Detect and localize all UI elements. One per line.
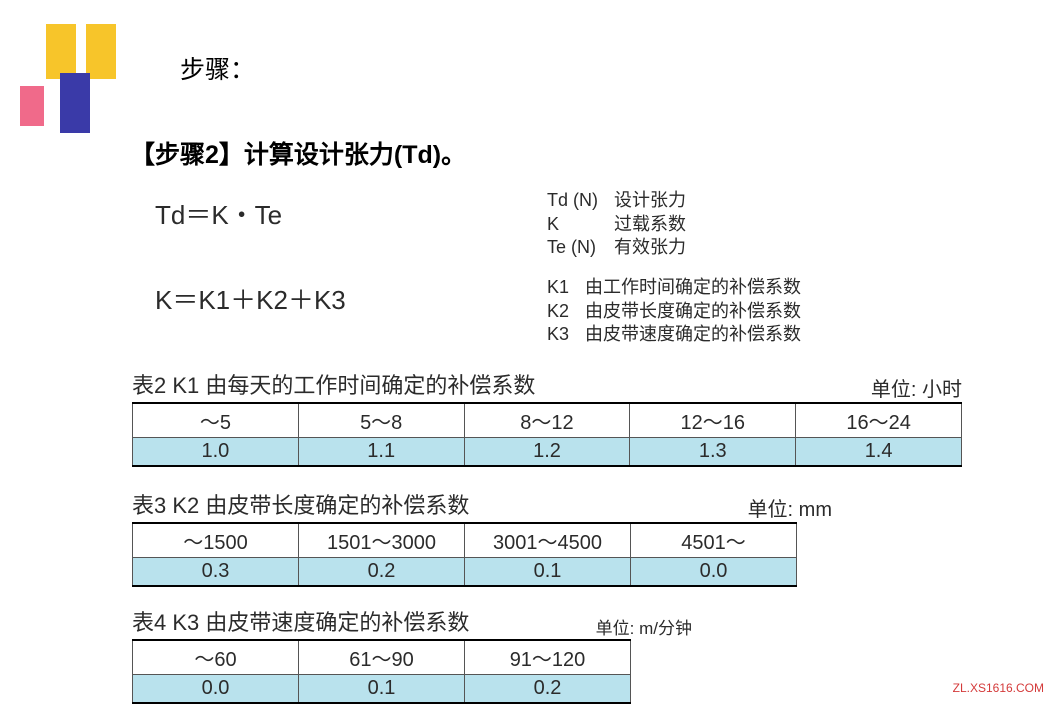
table4-unit: 单位: m/分钟 — [596, 614, 692, 639]
formula-td: Td＝K・Te — [155, 195, 282, 232]
table-header-cell: 16～24 — [796, 403, 962, 438]
table-value-cell: 0.0 — [631, 558, 797, 587]
table-value-cell: 0.0 — [133, 675, 299, 704]
table-header-cell: 5～8 — [298, 403, 464, 438]
table3-unit: 单位: mm — [748, 493, 832, 522]
table-value-cell: 0.3 — [133, 558, 299, 587]
table4: ～6061～9091～120 0.00.10.2 — [132, 639, 631, 704]
table4-block: 表4 K3 由皮带速度确定的补偿系数 单位: m/分钟 ～6061～9091～1… — [132, 605, 692, 704]
table-header-cell: 61～90 — [299, 640, 465, 675]
legend-td-k-te: Td (N)设计张力 K过载系数 Te (N)有效张力 — [545, 188, 702, 261]
table-header-cell: ～60 — [133, 640, 299, 675]
legend-k1-k2-k3: K1由工作时间确定的补偿系数 K2由皮带长度确定的补偿系数 K3由皮带速度确定的… — [545, 275, 817, 348]
table3-title: 表3 K2 由皮带长度确定的补偿系数 — [132, 488, 469, 520]
table2-title: 表2 K1 由每天的工作时间确定的补偿系数 — [132, 368, 535, 400]
table-header-cell: 1501～3000 — [299, 523, 465, 558]
table2-block: 表2 K1 由每天的工作时间确定的补偿系数 单位: 小时 ～55～88～1212… — [132, 368, 962, 467]
table2-unit: 单位: 小时 — [871, 373, 962, 402]
table-value-cell: 1.2 — [464, 438, 630, 467]
table-value-cell: 0.1 — [299, 675, 465, 704]
table-header-cell: 12～16 — [630, 403, 796, 438]
table-value-cell: 1.4 — [796, 438, 962, 467]
table-value-cell: 1.0 — [133, 438, 299, 467]
table3-block: 表3 K2 由皮带长度确定的补偿系数 单位: mm ～15001501～3000… — [132, 488, 832, 587]
table4-title: 表4 K3 由皮带速度确定的补偿系数 — [132, 605, 469, 637]
table-header-cell: ～5 — [133, 403, 299, 438]
table-value-cell: 1.1 — [298, 438, 464, 467]
table-header-cell: 8～12 — [464, 403, 630, 438]
table3: ～15001501～30003001～45004501～ 0.30.20.10.0 — [132, 522, 797, 587]
table-value-cell: 0.2 — [465, 675, 631, 704]
step2-heading: 【步骤2】计算设计张力(Td)。 — [130, 135, 466, 171]
table-header-cell: 4501～ — [631, 523, 797, 558]
slide-bullet-deco — [20, 18, 120, 133]
table-header-cell: ～1500 — [133, 523, 299, 558]
table-value-cell: 0.1 — [465, 558, 631, 587]
formula-k: K＝K1＋K2＋K3 — [155, 280, 346, 317]
table2: ～55～88～1212～1616～24 1.01.11.21.31.4 — [132, 402, 962, 467]
table-value-cell: 0.2 — [299, 558, 465, 587]
watermark: ZL.XS1616.COM — [953, 681, 1044, 695]
step-label: 步骤： — [180, 50, 255, 86]
table-header-cell: 3001～4500 — [465, 523, 631, 558]
table-value-cell: 1.3 — [630, 438, 796, 467]
table-header-cell: 91～120 — [465, 640, 631, 675]
